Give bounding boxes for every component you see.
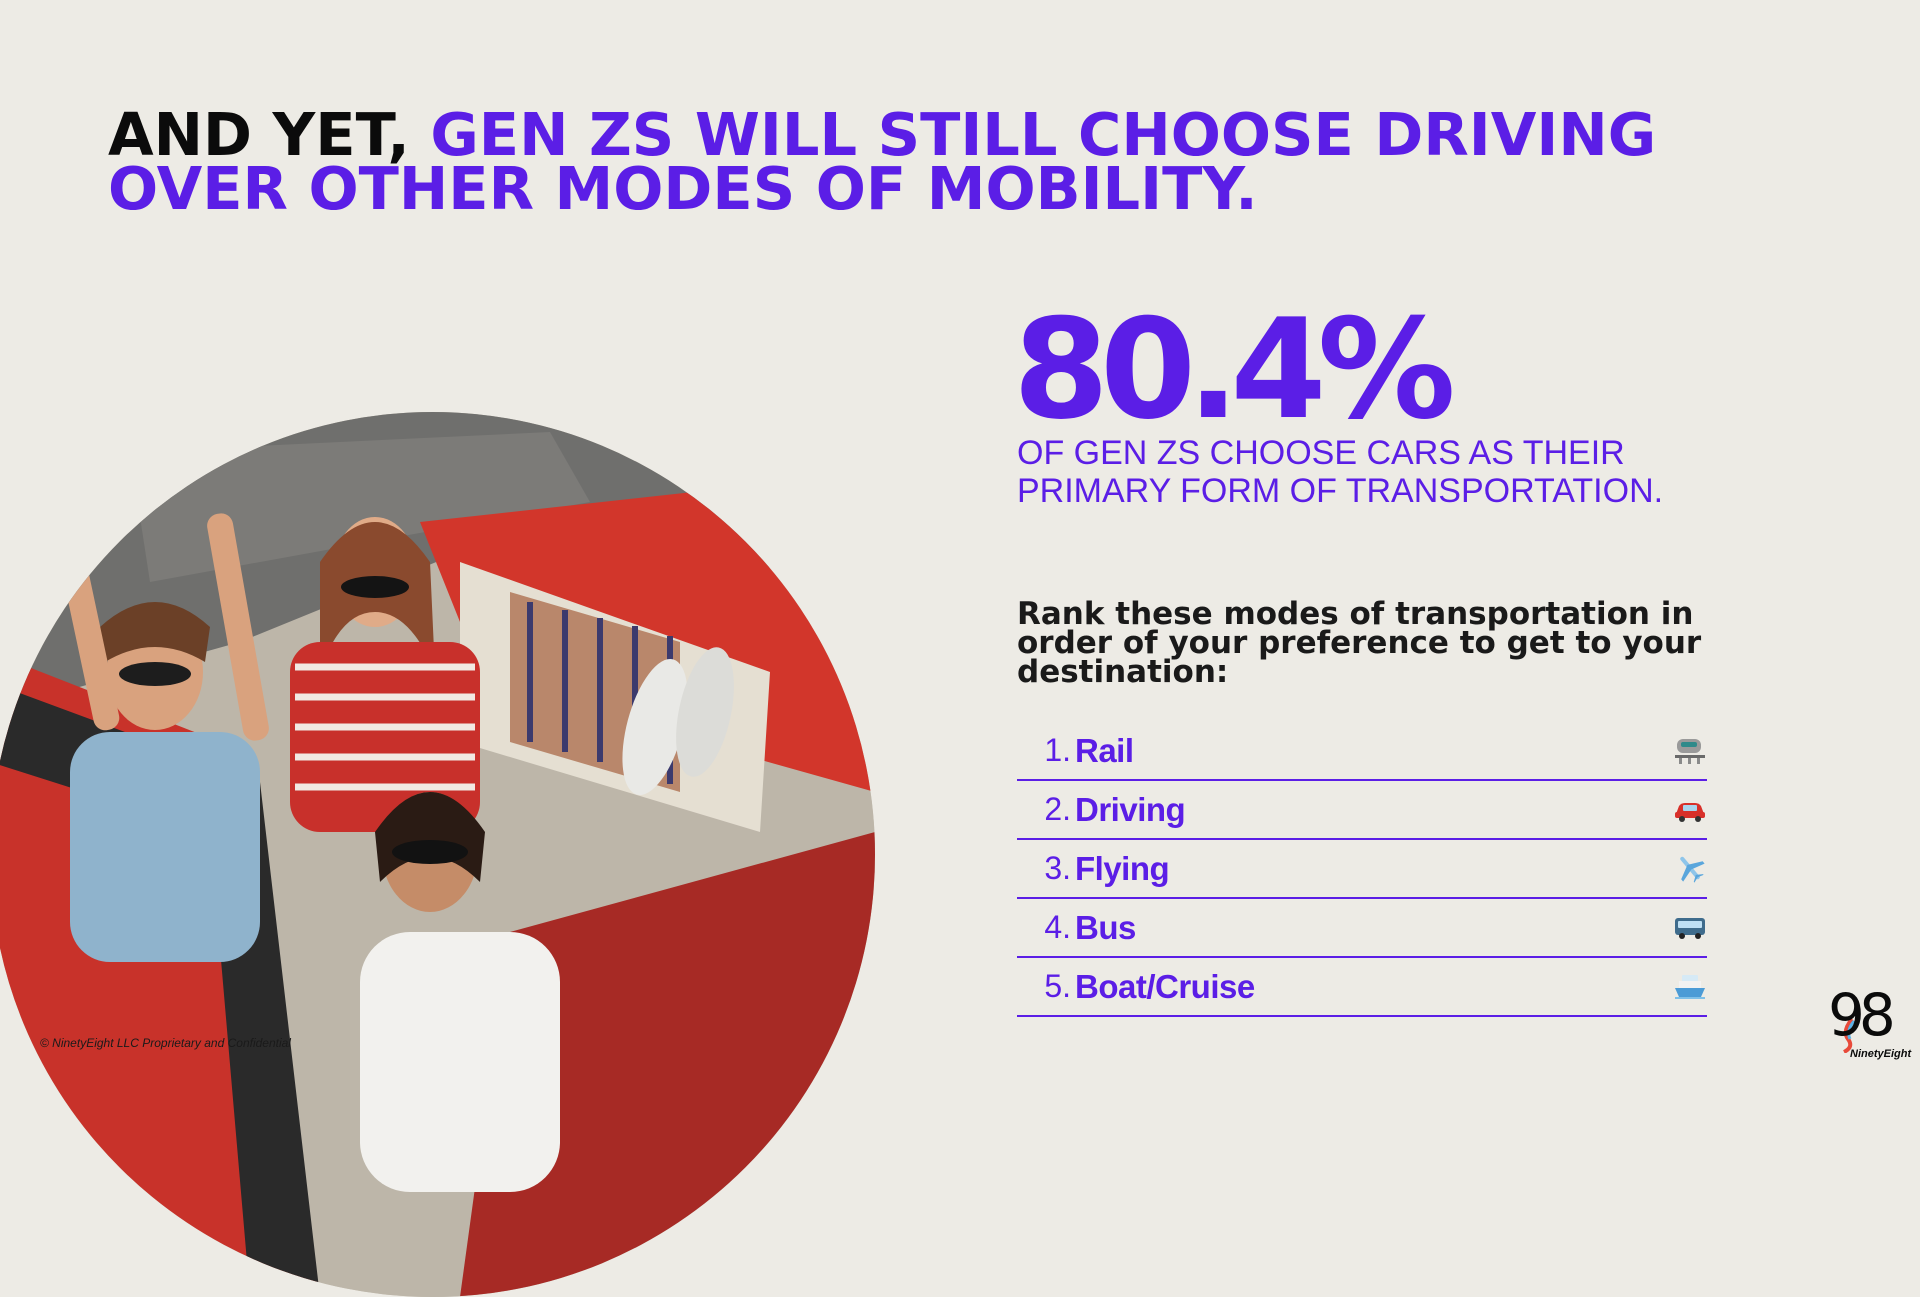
rank-label: Boat/Cruise: [1075, 967, 1255, 1005]
airplane-icon: [1673, 853, 1707, 883]
rank-label: Driving: [1075, 790, 1186, 828]
logo-digits: 98: [1828, 981, 1896, 1049]
rank-item-bus: 4. Bus: [1017, 899, 1707, 958]
survey-question: Rank these modes of transportation in or…: [1017, 596, 1702, 690]
ship-icon: [1673, 971, 1707, 1001]
rank-label: Flying: [1075, 849, 1170, 887]
logo-name: NinetyEight: [1850, 1048, 1912, 1060]
rank-number: 5.: [1044, 968, 1071, 1004]
rank-number: 1.: [1044, 732, 1071, 768]
logo-mark-icon: [1843, 1017, 1856, 1053]
rank-item-driving: 2. Driving: [1017, 781, 1707, 840]
ninetyeight-logo: 98 NinetyEight: [1828, 981, 1911, 1065]
rank-item-flying: 3. Flying: [1017, 840, 1707, 899]
rank-number: 3.: [1044, 850, 1071, 886]
stat-value: 80.4%: [1013, 289, 1456, 450]
train-icon: [1673, 735, 1707, 765]
headline-accent: GEN ZS WILL STILL CHOOSE DRIVING OVER OT…: [108, 100, 1657, 223]
stat-caption: OF GEN ZS CHOOSE CARS AS THEIR PRIMARY F…: [1017, 434, 1664, 510]
rank-label: Bus: [1075, 908, 1136, 946]
slide-headline: AND YET, GEN ZS WILL STILL CHOOSE DRIVIN…: [108, 105, 1808, 218]
headline-lead: AND YET,: [108, 100, 410, 169]
copyright-notice: © NinetyEight LLC Proprietary and Confid…: [40, 1036, 291, 1050]
bus-icon: [1673, 912, 1707, 942]
car-icon: [1673, 794, 1707, 824]
rank-label: Rail: [1075, 731, 1134, 769]
rank-number: 2.: [1044, 791, 1071, 827]
convertible-friends-photo: [0, 412, 875, 1297]
rank-item-rail: 1. Rail: [1017, 722, 1707, 781]
transport-ranking-list: 1. Rail 2. Driving 3. Flying 4. Bus 5. B…: [1017, 722, 1707, 1017]
rank-number: 4.: [1044, 909, 1071, 945]
rank-item-boat-cruise: 5. Boat/Cruise: [1017, 958, 1707, 1017]
